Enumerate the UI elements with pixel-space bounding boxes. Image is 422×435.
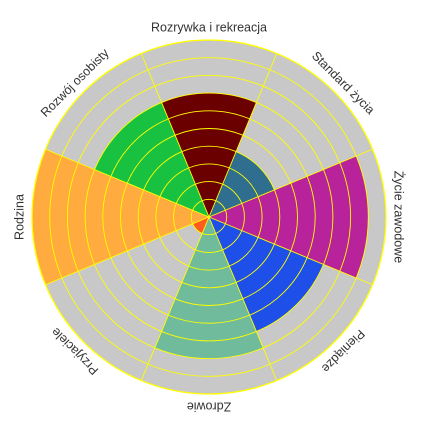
grid-ring bbox=[84, 92, 334, 342]
grid-ring bbox=[155, 163, 263, 271]
label-zdrowie: Zdrowie bbox=[187, 400, 232, 414]
segment-rozrywka-i-rekreacja bbox=[161, 93, 257, 217]
grid-spoke bbox=[140, 53, 210, 218]
grid-ring bbox=[102, 110, 316, 324]
segment-pieniadze bbox=[209, 217, 324, 332]
label-rodzina: Rodzina bbox=[12, 194, 26, 240]
segment-zycie-zawodowe bbox=[209, 156, 369, 278]
segment-standard-zycia bbox=[209, 151, 275, 217]
grid-ring bbox=[137, 145, 281, 289]
segment-rozwoj-osobisty bbox=[94, 102, 209, 217]
grid-spoke bbox=[208, 216, 278, 381]
grid-ring bbox=[190, 198, 228, 236]
label-rozrywka-i-rekreacja: Rozrywka i rekreacja bbox=[151, 20, 267, 34]
grid-spoke bbox=[140, 216, 210, 381]
grid-spoke bbox=[208, 216, 373, 286]
grid-ring bbox=[66, 74, 352, 360]
grid-spokes-group bbox=[45, 53, 373, 381]
segments-group bbox=[32, 93, 369, 359]
wheel-outline bbox=[31, 39, 387, 395]
grid-ring bbox=[173, 181, 245, 253]
grid-spoke bbox=[208, 53, 278, 218]
label-zycie-zawodowe: Życie zawodowe bbox=[392, 171, 406, 263]
grid-spoke bbox=[45, 148, 210, 218]
grid-spoke bbox=[208, 148, 373, 218]
grid-spoke bbox=[45, 216, 210, 286]
grid-ring bbox=[120, 128, 298, 306]
grid-ring bbox=[49, 57, 369, 377]
